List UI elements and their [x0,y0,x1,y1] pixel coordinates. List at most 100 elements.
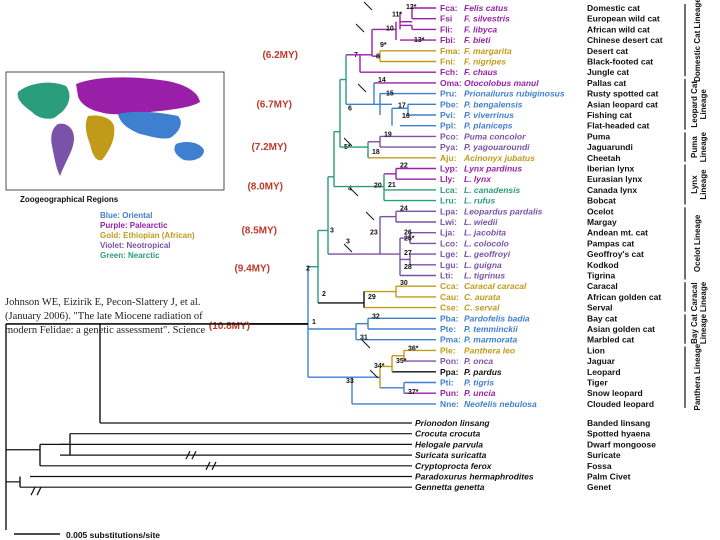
node-label: 9* [380,42,387,49]
species-common-name: Asian leopard cat [587,99,658,109]
lineage-label-line: Lineage [699,89,708,120]
node-label: 13* [414,37,425,44]
node-label: 37* [408,389,419,396]
branch-break-mark [30,486,42,496]
map-nearctic [17,82,70,119]
lineage-label: Ocelot Lineage [693,214,702,272]
species-abbr: Fca: [440,3,458,13]
species-name: Pardofelis badia [464,313,530,323]
species-common-name: Jaguar [587,356,616,366]
lineage-label-line: Lineage [699,281,708,312]
node-arrow [357,83,367,93]
species-common-name: Iberian lynx [587,164,635,174]
species-name: P. bengalensis [464,99,523,109]
node-arrow [361,339,371,349]
map-title: Zoogeographical Regions [20,195,119,204]
species-abbr: Fma: [440,46,460,56]
species-name: L. lynx [464,174,492,184]
node-arrow [343,137,353,147]
divergence-age: (7.2MY) [251,142,287,153]
species-abbr: Lco: [440,238,458,248]
species-name: P. planiceps [464,121,513,131]
species-name: Felis catus [464,3,508,13]
divergence-age: (6.2MY) [262,50,298,61]
node-label: 18 [372,149,380,156]
lineage-label-line: Leopard Cat [690,81,699,128]
node-label: 27 [404,250,412,257]
species-abbr: Ppl: [440,121,456,131]
node-label: 34* [374,363,385,370]
species-common-name: European wild cat [587,14,660,24]
node-label: 31 [360,335,368,342]
species-abbr: Pya: [440,142,458,152]
species-common-name: Domestic cat [587,3,640,13]
species-abbr: Fbi: [440,35,456,45]
species-name: P. temminckii [464,324,518,334]
node-arrow [369,369,379,379]
species-abbr: Lyp: [440,164,458,174]
node-arrow [363,1,373,11]
species-common-name: Snow leopard [587,388,643,398]
species-name: Otocolobus manul [464,78,539,88]
species-name: P. onca [464,356,493,366]
node-label: 6 [348,105,352,112]
node-label: 10 [386,25,394,32]
map-ethiopian [85,115,115,161]
outgroup-common-name: Spotted hyaena [587,429,651,439]
species-abbr: Pvi: [440,110,456,120]
node-arrow [365,211,375,221]
species-name: F. chaus [464,67,498,77]
map-legend-item: Gold: Ethiopian (African) [100,231,195,240]
species-abbr: Pte: [440,324,456,334]
species-name: L. jacobita [464,228,506,238]
species-common-name: Canada lynx [587,185,637,195]
species-common-name: Flat-headed cat [587,121,650,131]
outgroup-common-name: Palm Civet [587,472,631,482]
lineage-label: Domestic Cat Lineage [693,0,702,82]
node-label: 26 [404,230,412,237]
node-label: 14 [378,77,386,84]
node-label: 30 [400,280,408,287]
lineage-label-line: Bay Cat [690,314,699,344]
branch-break-mark [185,450,197,460]
species-name: F. nigripes [464,57,506,67]
species-abbr: Pru: [440,89,457,99]
species-abbr: Lca: [440,185,458,195]
outgroup-name: Helogale parvula [415,439,483,449]
lineage-label-line: Lynx [690,175,699,194]
species-common-name: Black-footed cat [587,57,653,67]
node-label: 12* [406,4,417,11]
node-label: 35* [396,358,407,365]
node-label: 32 [372,313,380,320]
species-abbr: Lti: [440,271,453,281]
outgroup-common-name: Suricate [587,450,621,460]
species-common-name: Margay [587,217,617,227]
species-abbr: Pba: [440,313,459,323]
node-label: 1 [312,319,316,326]
node-label: 19 [384,131,392,138]
species-name: L. colocolo [464,238,509,248]
species-name: F. libyca [464,24,497,34]
species-abbr: Cca: [440,281,459,291]
map-legend-item: Purple: Palearctic [100,221,168,230]
species-name: P. pardus [464,367,502,377]
node-arrow [355,23,365,33]
node-label: 20 [374,183,382,190]
species-common-name: Cheetah [587,153,621,163]
species-name: F. silvestris [464,14,510,24]
lineage-label: PumaLineage [690,131,708,162]
species-common-name: African golden cat [587,292,661,302]
outgroup-name: Gennetta genetta [415,482,485,492]
species-abbr: Lly: [440,174,455,184]
divergence-age: (8.0MY) [247,182,283,193]
species-abbr: Nne: [440,399,459,409]
node-label: 21 [388,182,396,189]
species-abbr: Lja: [440,228,455,238]
divergence-age: (8.5MY) [241,225,277,236]
divergence-age: (10.8MY) [209,321,250,332]
node-label: 3 [346,238,350,245]
species-common-name: Pallas cat [587,78,626,88]
species-common-name: Tigrina [587,271,615,281]
species-common-name: Desert cat [587,46,628,56]
